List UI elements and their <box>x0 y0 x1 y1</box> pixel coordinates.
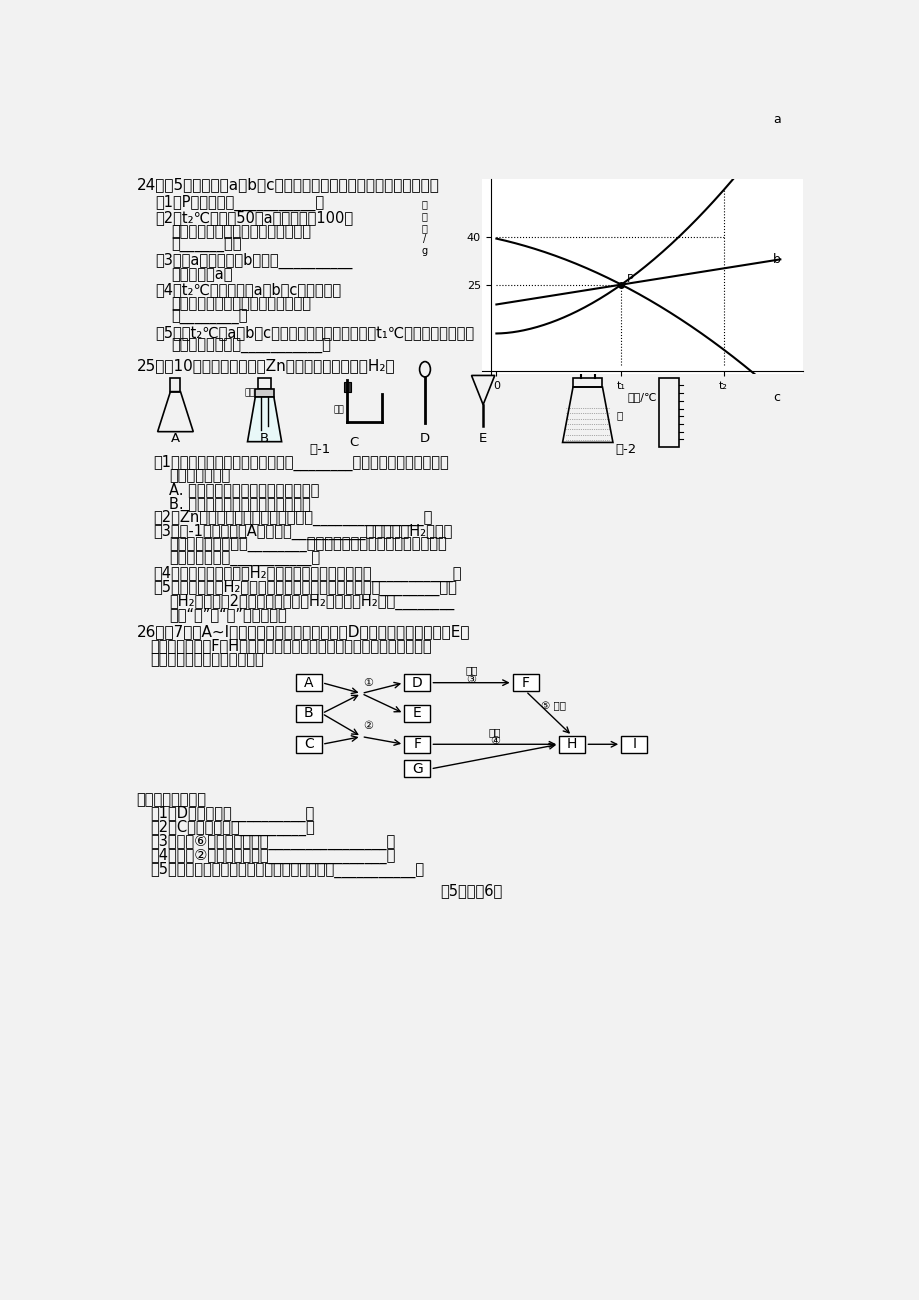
Text: 图-2: 图-2 <box>615 443 637 456</box>
Text: 26．（7分）A~I是初中化学常见的物质，其中D是补钙剂的有效成分，E是: 26．（7分）A~I是初中化学常见的物质，其中D是补钙剂的有效成分，E是 <box>137 624 470 640</box>
Polygon shape <box>255 389 274 396</box>
Text: 图-1: 图-1 <box>310 443 331 456</box>
Text: ④: ④ <box>489 736 499 746</box>
Text: 流，并不断搅拌: 流，并不断搅拌 <box>169 468 231 484</box>
Text: 乙: 乙 <box>591 348 597 359</box>
Bar <box>559 736 584 753</box>
Text: 常见的调味品，F、H是组成元素相同的气体，它们之间的转化关系如图: 常见的调味品，F、H是组成元素相同的气体，它们之间的转化关系如图 <box>151 638 432 653</box>
Text: B. 水缓缓注入盛有浓硫酸的烧杯中: B. 水缓缓注入盛有浓硫酸的烧杯中 <box>169 497 311 511</box>
Text: 25．（10分）实验室可利用Zn与稀硫酸的反应制取H₂。: 25．（10分）实验室可利用Zn与稀硫酸的反应制取H₂。 <box>137 359 395 373</box>
Text: ③: ③ <box>466 675 476 685</box>
Text: （4）t₂℃时，等质量a、b、c三种物质的: （4）t₂℃时，等质量a、b、c三种物质的 <box>155 282 341 298</box>
Text: （3）图-1所示的仪器A的名称为__________，组装制取H₂的发生: （3）图-1所示的仪器A的名称为__________，组装制取H₂的发生 <box>153 524 453 541</box>
Text: （1）P点的含义是___________。: （1）P点的含义是___________。 <box>155 195 324 211</box>
Text: （5）上述转化中没有涉及到的基本反应类型是___________。: （5）上述转化中没有涉及到的基本反应类型是___________。 <box>151 862 425 878</box>
Text: D: D <box>412 676 422 690</box>
Bar <box>295 705 322 722</box>
Text: B: B <box>260 432 269 445</box>
Text: A: A <box>171 432 180 445</box>
Bar <box>403 705 430 722</box>
Text: E: E <box>479 432 487 445</box>
Text: 第5页，共6页: 第5页，共6页 <box>440 883 502 898</box>
Text: 高温: 高温 <box>465 666 477 676</box>
Text: （4）为收集并准确测量H₂的体积，在装入药品前，需___________。: （4）为收集并准确测量H₂的体积，在装入药品前，需___________。 <box>153 566 461 582</box>
Text: C: C <box>303 737 313 751</box>
Text: 双孔: 双孔 <box>244 389 255 398</box>
Text: ②: ② <box>363 722 372 731</box>
Text: 请回答下列问题：: 请回答下列问题： <box>137 792 207 807</box>
Text: （填“甲”或“乙”）管通入。: （填“甲”或“乙”）管通入。 <box>169 607 287 623</box>
Bar <box>620 736 647 753</box>
Bar <box>295 675 322 692</box>
Text: F: F <box>521 676 529 690</box>
Text: （5）将t₂℃时a、b、c三种物质的饱和溶液降温至t₁℃，所得溶液的质量: （5）将t₂℃时a、b、c三种物质的饱和溶液降温至t₁℃，所得溶液的质量 <box>155 325 474 341</box>
Text: （2）Zn与稀硫酸反应的化学方程式为_______________。: （2）Zn与稀硫酸反应的化学方程式为_______________。 <box>153 510 433 526</box>
Text: （3）若a中含有少量b，可用__________: （3）若a中含有少量b，可用__________ <box>155 254 352 269</box>
Bar <box>295 736 322 753</box>
Text: 24．（5分）如图是a、b、c三种物质的溶解度曲线，回答下列问题：: 24．（5分）如图是a、b、c三种物质的溶解度曲线，回答下列问题： <box>137 178 439 192</box>
Text: （2）t₂℃时，将50克a物质加入到100克: （2）t₂℃时，将50克a物质加入到100克 <box>155 209 353 225</box>
Polygon shape <box>247 396 281 442</box>
Bar <box>403 736 430 753</box>
Text: 为________。: 为________。 <box>171 309 247 325</box>
Text: 水: 水 <box>616 410 622 420</box>
Bar <box>403 675 430 692</box>
Text: 水中，充分溶解后，所得溶液的质量: 水中，充分溶解后，所得溶液的质量 <box>171 224 311 239</box>
Text: C: C <box>348 436 357 448</box>
Text: （4）反应②的化学方程式为________________。: （4）反应②的化学方程式为________________。 <box>151 848 395 863</box>
Text: ①: ① <box>363 677 372 688</box>
Text: ⑤ 高温: ⑤ 高温 <box>540 702 565 711</box>
Text: E: E <box>413 706 421 720</box>
Text: 集H₂，若用图2所示装置测量生成H₂的体积，H₂应从________: 集H₂，若用图2所示装置测量生成H₂的体积，H₂应从________ <box>169 593 454 610</box>
Text: （1）D的化学式为__________。: （1）D的化学式为__________。 <box>151 806 314 822</box>
Text: I: I <box>631 737 636 751</box>
Bar <box>344 382 350 391</box>
Text: F: F <box>413 737 421 751</box>
Text: H: H <box>566 737 577 751</box>
Text: G: G <box>412 762 422 776</box>
Text: （2）C的一种用途是_________。: （2）C的一种用途是_________。 <box>151 820 315 836</box>
Text: A. 将浓硫酸缓缓注入盛有水的烧杯中: A. 将浓硫酸缓缓注入盛有水的烧杯中 <box>169 482 319 498</box>
Text: 高温: 高温 <box>488 727 501 737</box>
Text: （3）反应⑥的化学方程式为________________。: （3）反应⑥的化学方程式为________________。 <box>151 833 395 850</box>
Text: 分数由大到小为：___________。: 分数由大到小为：___________。 <box>171 339 330 355</box>
Text: （1）用浓硫酸配制稀硫酸的操作为________（填字母），用玻璃棒引: （1）用浓硫酸配制稀硫酸的操作为________（填字母），用玻璃棒引 <box>153 455 449 471</box>
Text: B: B <box>303 706 313 720</box>
Text: 甲: 甲 <box>577 348 584 359</box>
Text: 饱和溶液中溶剂质量由大到小的顺序: 饱和溶液中溶剂质量由大到小的顺序 <box>171 296 311 311</box>
Text: 的方法提纯a。: 的方法提纯a。 <box>171 266 233 282</box>
Text: 装置应选用的仪器为________（填字母）。若用该装置制取氧气，: 装置应选用的仪器为________（填字母）。若用该装置制取氧气， <box>169 538 447 552</box>
Bar <box>403 760 430 777</box>
Text: A: A <box>303 676 313 690</box>
Text: 所示（部分生成物已略去）。: 所示（部分生成物已略去）。 <box>151 651 264 667</box>
Text: 则反应方程式为___________。: 则反应方程式为___________。 <box>169 551 320 567</box>
Text: 是______克。: 是______克。 <box>171 238 241 252</box>
Text: 双孔: 双孔 <box>334 404 344 413</box>
Bar <box>512 675 539 692</box>
Text: （5）相同条件下H₂密度比空气小，利用该性质可以通过________法收: （5）相同条件下H₂密度比空气小，利用该性质可以通过________法收 <box>153 580 457 595</box>
Text: D: D <box>419 432 429 445</box>
